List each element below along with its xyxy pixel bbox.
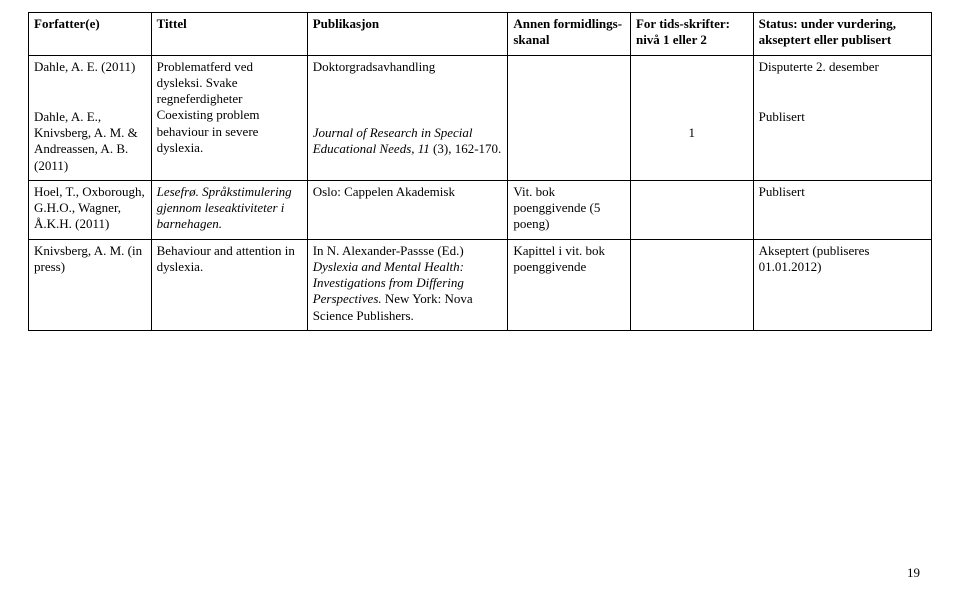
cell-status: Disputerte 2. desember Publisert <box>753 55 931 180</box>
col-publication: Publikasjon <box>307 13 508 56</box>
col-status: Status: under vurdering, akseptert eller… <box>753 13 931 56</box>
pub-prefix: In N. Alexander-Passse (Ed.) <box>313 243 464 258</box>
cell-publication: In N. Alexander-Passse (Ed.) Dyslexia an… <box>307 239 508 330</box>
cell-status: Akseptert (publiseres 01.01.2012) <box>753 239 931 330</box>
entry-status: Publisert <box>759 109 926 125</box>
entry-authors: Dahle, A. E., Knivsberg, A. M. & Andreas… <box>34 109 146 174</box>
journal-issue: (3), 162-170. <box>430 141 502 156</box>
entry-level: 1 <box>636 125 748 141</box>
table-header-row: Forfatter(e) Tittel Publikasjon Annen fo… <box>29 13 932 56</box>
entry-pub: Journal of Research in Special Education… <box>313 125 503 158</box>
document-page: Forfatter(e) Tittel Publikasjon Annen fo… <box>0 0 960 599</box>
cell-channel: Kapittel i vit. bok poenggivende <box>508 239 631 330</box>
cell-title: Lesefrø. Språkstimulering gjennom leseak… <box>151 180 307 239</box>
table-row: Dahle, A. E. (2011) Dahle, A. E., Knivsb… <box>29 55 932 180</box>
page-number: 19 <box>907 565 920 581</box>
cell-title: Problematferd ved dysleksi. Svake regnef… <box>151 55 307 180</box>
entry-title: Coexisting problem behaviour in severe d… <box>157 107 302 156</box>
cell-channel: Vit. bok poenggivende (5 poeng) <box>508 180 631 239</box>
table-row: Knivsberg, A. M. (in press) Behaviour an… <box>29 239 932 330</box>
col-channel: Annen formidlings-skanal <box>508 13 631 56</box>
cell-level <box>630 239 753 330</box>
entry-status: Disputerte 2. desember <box>759 59 926 75</box>
cell-authors: Dahle, A. E. (2011) Dahle, A. E., Knivsb… <box>29 55 152 180</box>
cell-title: Behaviour and attention in dyslexia. <box>151 239 307 330</box>
cell-status: Publisert <box>753 180 931 239</box>
entry-title: Problematferd ved dysleksi. Svake regnef… <box>157 59 302 108</box>
cell-authors: Knivsberg, A. M. (in press) <box>29 239 152 330</box>
publications-table: Forfatter(e) Tittel Publikasjon Annen fo… <box>28 12 932 331</box>
cell-publication: Oslo: Cappelen Akademisk <box>307 180 508 239</box>
entry-authors: Dahle, A. E. (2011) <box>34 59 146 75</box>
col-title: Tittel <box>151 13 307 56</box>
cell-publication: Doktorgradsavhandling Journal of Researc… <box>307 55 508 180</box>
entry-pub: Doktorgradsavhandling <box>313 59 503 75</box>
cell-level: 1 <box>630 55 753 180</box>
table-row: Hoel, T., Oxborough, G.H.O., Wagner, Å.K… <box>29 180 932 239</box>
col-level: For tids-skrifter: nivå 1 eller 2 <box>630 13 753 56</box>
cell-channel <box>508 55 631 180</box>
col-authors: Forfatter(e) <box>29 13 152 56</box>
cell-level <box>630 180 753 239</box>
cell-authors: Hoel, T., Oxborough, G.H.O., Wagner, Å.K… <box>29 180 152 239</box>
entry-title: Lesefrø. Språkstimulering gjennom leseak… <box>157 184 292 232</box>
